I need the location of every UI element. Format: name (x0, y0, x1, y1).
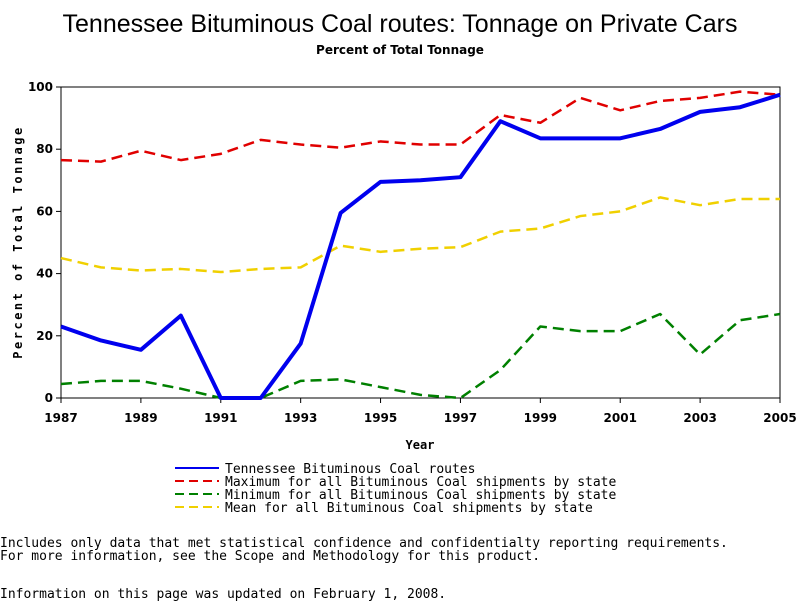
series-line-1 (60, 90, 781, 163)
chart-subtitle: Percent of Total Tonnage (316, 43, 484, 57)
legend-label: Tennessee Bituminous Coal routes (225, 462, 475, 477)
y-tick-label: 80 (36, 142, 53, 156)
legend: Tennessee Bituminous Coal routesMaximum … (175, 462, 617, 516)
x-tick-label: 1989 (124, 411, 157, 425)
x-tick-label: 1995 (364, 411, 397, 425)
x-tick-label: 1999 (524, 411, 557, 425)
plot-frame (60, 86, 781, 399)
y-tick-label: 100 (28, 80, 53, 94)
series-line-2 (60, 312, 781, 400)
footnote-confidence: Includes only data that met statistical … (0, 536, 728, 551)
x-tick-label: 1987 (44, 411, 77, 425)
series-line-3 (60, 196, 780, 274)
y-tick-label: 20 (36, 329, 53, 343)
y-tick-label: 40 (36, 267, 53, 281)
x-axis: 1987 1989 1991 1993 1995 1997 1999 2001 2003 2005 (44, 398, 797, 425)
legend-label: Maximum for all Bituminous Coal shipment… (225, 475, 617, 490)
y-tick-label: 60 (36, 204, 53, 218)
x-tick-label: 1993 (284, 411, 317, 425)
x-tick-label: 2005 (763, 411, 796, 425)
footnote-methodology: For more information, see the Scope and … (0, 549, 541, 564)
footnote-updated: Information on this page was updated on … (0, 587, 447, 602)
x-axis-label: Year (406, 438, 435, 452)
y-axis-label: Percent of Total Tonnage (11, 125, 25, 358)
series-line-0 (60, 92, 781, 400)
series-lines (60, 90, 781, 400)
y-tick-label: 0 (45, 391, 53, 405)
y-axis: 0 20 40 60 80 100 (28, 80, 61, 405)
x-tick-label: 1997 (444, 411, 477, 425)
legend-label: Mean for all Bituminous Coal shipments b… (225, 501, 593, 516)
legend-label: Minimum for all Bituminous Coal shipment… (225, 488, 617, 503)
x-tick-label: 2003 (683, 411, 716, 425)
x-tick-label: 2001 (604, 411, 637, 425)
x-tick-label: 1991 (204, 411, 237, 425)
chart-title: Tennessee Bituminous Coal routes: Tonnag… (63, 10, 738, 38)
